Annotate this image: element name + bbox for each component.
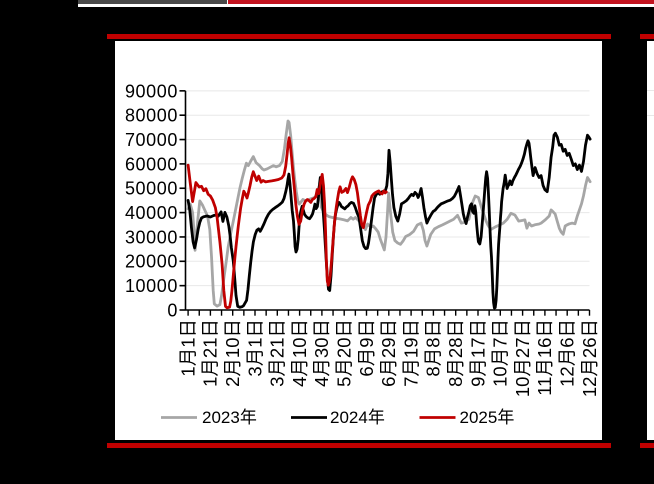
svg-text:50000: 50000 bbox=[125, 179, 178, 199]
svg-text:80000: 80000 bbox=[125, 106, 178, 126]
svg-text:1月21日: 1月21日 bbox=[200, 319, 221, 387]
svg-text:11月16日: 11月16日 bbox=[534, 319, 555, 396]
svg-text:1月1日: 1月1日 bbox=[177, 319, 198, 377]
svg-text:6月9日: 6月9日 bbox=[356, 319, 377, 377]
svg-text:70000: 70000 bbox=[125, 130, 178, 150]
svg-text:60000: 60000 bbox=[125, 154, 178, 174]
svg-text:20000: 20000 bbox=[125, 252, 178, 272]
svg-text:4月10日: 4月10日 bbox=[289, 319, 310, 387]
svg-text:3月1日: 3月1日 bbox=[244, 319, 265, 377]
svg-text:6月29日: 6月29日 bbox=[378, 319, 399, 387]
svg-text:4月30日: 4月30日 bbox=[311, 319, 332, 387]
svg-text:5月20日: 5月20日 bbox=[334, 319, 355, 387]
svg-text:7月19日: 7月19日 bbox=[400, 319, 421, 387]
svg-text:10000: 10000 bbox=[125, 276, 178, 296]
svg-text:3月21日: 3月21日 bbox=[267, 319, 288, 387]
svg-text:12月6日: 12月6日 bbox=[557, 319, 578, 387]
svg-text:2023年: 2023年 bbox=[202, 408, 257, 427]
svg-text:40000: 40000 bbox=[125, 203, 178, 223]
svg-text:2月10日: 2月10日 bbox=[222, 319, 243, 387]
svg-text:9月17日: 9月17日 bbox=[467, 319, 488, 387]
svg-text:10月27日: 10月27日 bbox=[512, 319, 533, 397]
svg-text:2025年: 2025年 bbox=[460, 408, 515, 427]
svg-text:30000: 30000 bbox=[125, 227, 178, 247]
svg-text:12月26日: 12月26日 bbox=[579, 319, 600, 397]
svg-text:8月8日: 8月8日 bbox=[423, 319, 444, 377]
svg-text:8月28日: 8月28日 bbox=[445, 319, 466, 387]
svg-text:2024年: 2024年 bbox=[330, 408, 385, 427]
svg-text:90000: 90000 bbox=[125, 81, 178, 101]
svg-text:10月7日: 10月7日 bbox=[490, 319, 511, 387]
svg-text:0: 0 bbox=[167, 300, 178, 320]
